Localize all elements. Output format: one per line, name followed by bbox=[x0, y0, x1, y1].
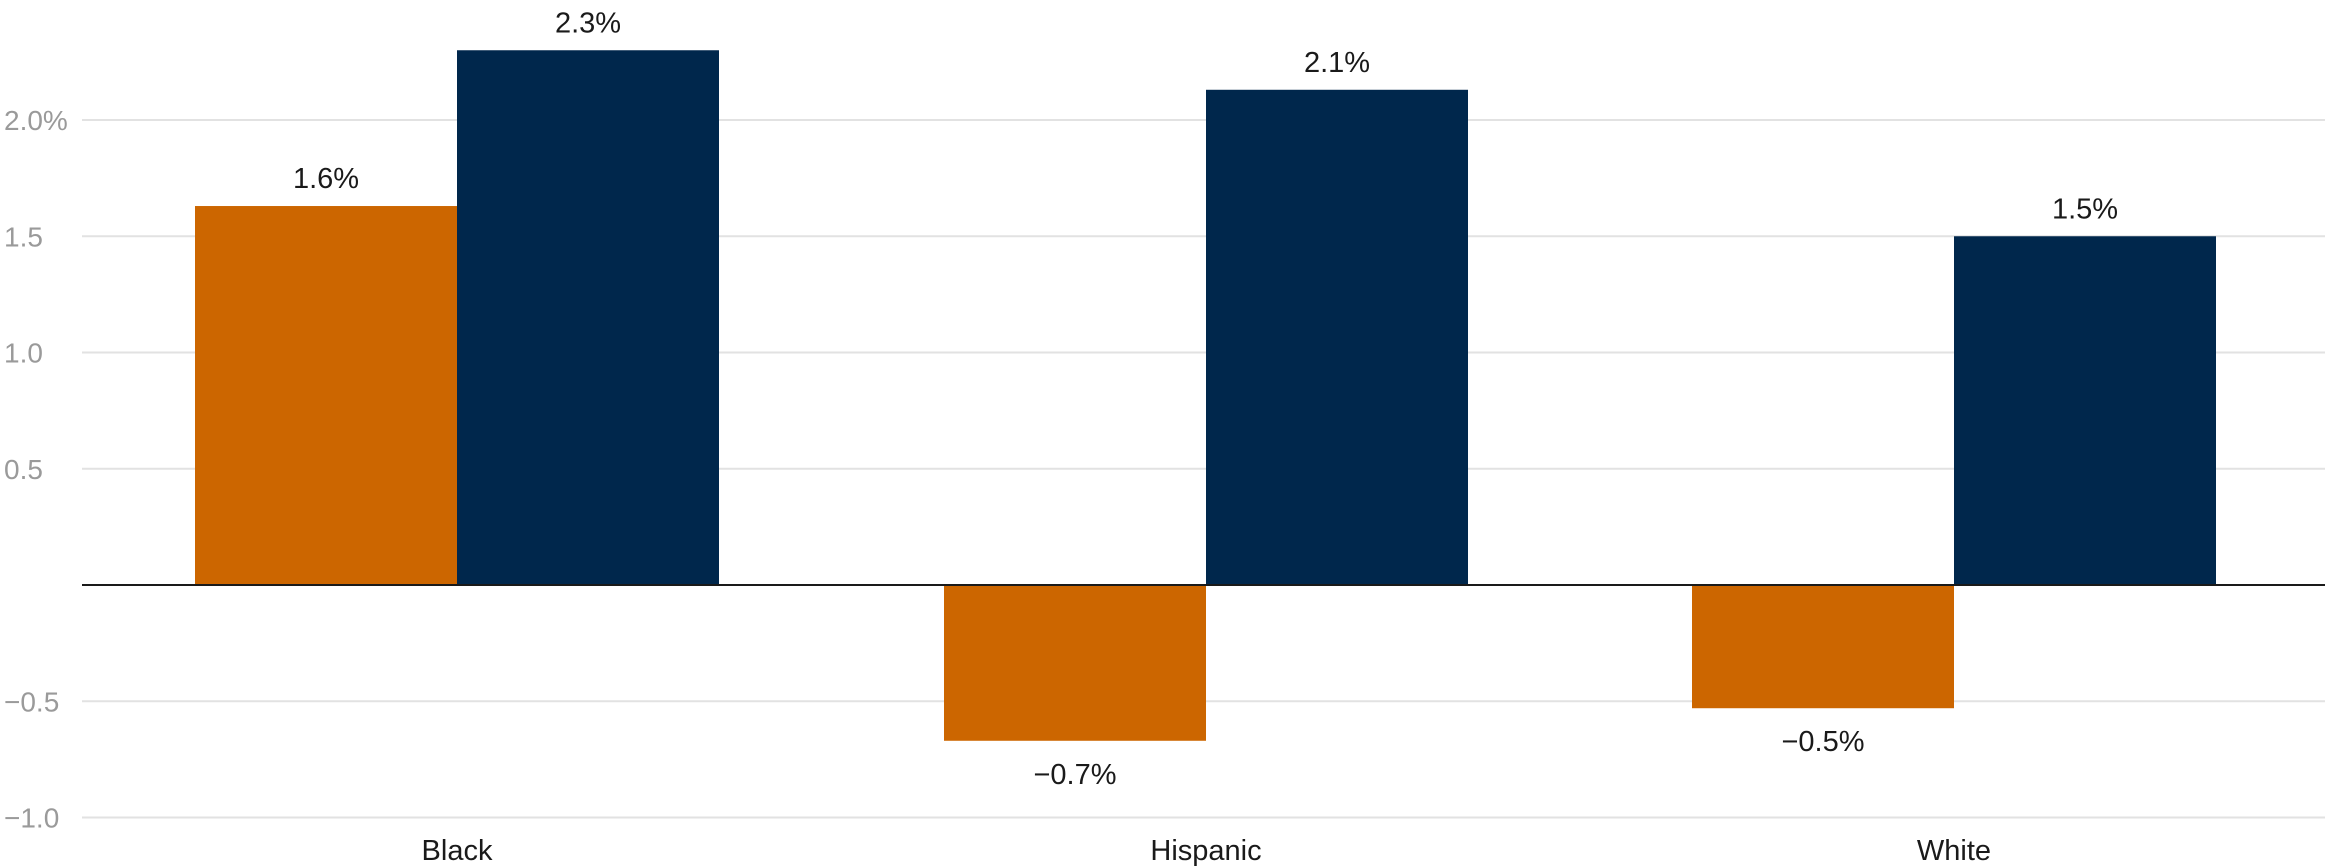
bar-series2-white bbox=[1954, 236, 2216, 585]
y-tick-label: 0.5 bbox=[4, 454, 43, 485]
data-label-series2-black: 2.3% bbox=[555, 7, 621, 39]
data-labels: 1.6% −0.7% −0.5% 2.3% 2.1% 1.5% bbox=[293, 7, 2118, 791]
bar-series1-black bbox=[195, 206, 457, 585]
data-label-series1-hispanic: −0.7% bbox=[1033, 759, 1116, 791]
y-tick-label: 2.0% bbox=[4, 105, 68, 136]
bar-series1-hispanic bbox=[944, 585, 1206, 741]
y-tick-label: −1.0 bbox=[4, 803, 59, 834]
category-label-hispanic: Hispanic bbox=[1150, 835, 1261, 866]
y-tick-label: 1.0 bbox=[4, 338, 43, 369]
bar-series2-black bbox=[457, 50, 719, 585]
bar-series1-white bbox=[1692, 585, 1954, 709]
category-label-black: Black bbox=[422, 835, 493, 866]
data-label-series2-hispanic: 2.1% bbox=[1304, 47, 1370, 79]
data-label-series1-white: −0.5% bbox=[1781, 726, 1864, 758]
y-tick-label: 1.5 bbox=[4, 221, 43, 252]
y-tick-label: −0.5 bbox=[4, 686, 59, 717]
x-axis-categories: Black Hispanic White bbox=[422, 835, 1992, 866]
y-axis-ticks: 2.0% 1.5 1.0 0.5 −0.5 −1.0 bbox=[4, 105, 68, 834]
bars bbox=[195, 50, 2216, 741]
data-label-series2-white: 1.5% bbox=[2052, 193, 2118, 225]
category-label-white: White bbox=[1917, 835, 1991, 866]
data-label-series1-black: 1.6% bbox=[293, 163, 359, 195]
bar-series2-hispanic bbox=[1206, 89, 1468, 586]
